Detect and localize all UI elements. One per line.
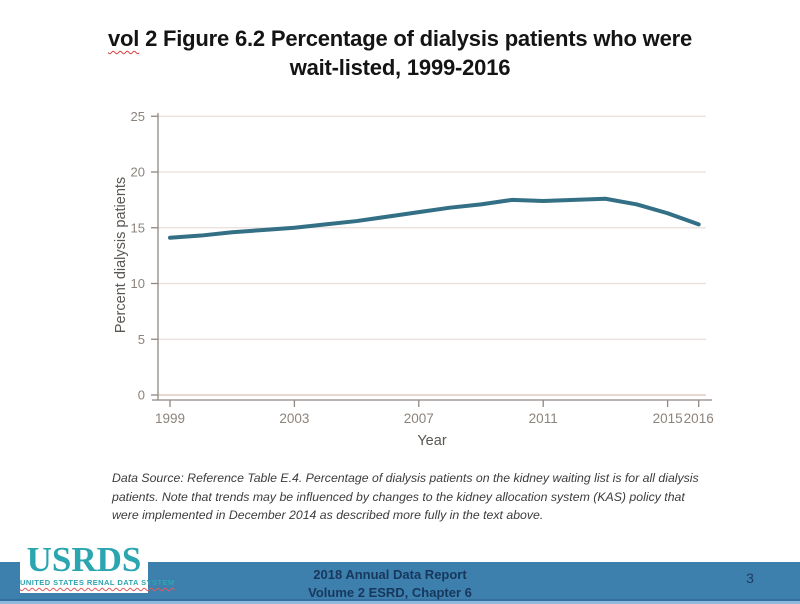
title-line1-rest: 2 Figure 6.2 Percentage of dialysis pati…	[139, 26, 693, 51]
svg-text:1999: 1999	[155, 411, 185, 426]
svg-text:2016: 2016	[684, 411, 714, 426]
svg-text:2011: 2011	[529, 411, 558, 426]
footer-text: 2018 Annual Data Report Volume 2 ESRD, C…	[0, 566, 780, 601]
svg-text:15: 15	[131, 220, 145, 235]
y-axis-title: Percent dialysis patients	[113, 176, 129, 334]
usrds-logo-word: USRDS	[26, 540, 142, 579]
usrds-logo: USRDS UNITED STATES RENAL DATA SYSTEM	[20, 540, 175, 593]
svg-text:2003: 2003	[279, 411, 309, 426]
x-axis-title: Year	[417, 433, 447, 449]
footnote-line: patients. Note that trends may be influe…	[112, 489, 685, 504]
page-number: 3	[746, 570, 754, 586]
page-title: vol 2 Figure 6.2 Percentage of dialysis …	[0, 24, 800, 82]
footnote: Data Source: Reference Table E.4. Percen…	[112, 469, 732, 525]
footer-band-light-edge	[0, 601, 800, 604]
waitlist-line-chart: 0 5 10 15 20 25 1999 2003 2007 2011 2015 2016	[0, 95, 800, 465]
footer-band-dark-edge	[0, 599, 800, 601]
footnote-line: Data Source: Reference Table E.4. Percen…	[112, 471, 699, 485]
svg-text:2015: 2015	[653, 411, 683, 426]
footer-report-title: 2018 Annual Data Report	[313, 567, 467, 582]
svg-text:25: 25	[131, 109, 145, 124]
svg-text:20: 20	[131, 165, 145, 180]
svg-text:5: 5	[138, 332, 145, 347]
footnote-line: were implemented in December 2014 as des…	[112, 508, 544, 522]
usrds-logo-subtitle: UNITED STATES RENAL DATA SYSTEM	[20, 578, 175, 587]
svg-text:10: 10	[131, 276, 145, 291]
title-misspelled-word: vol	[107, 26, 140, 51]
svg-text:2007: 2007	[404, 411, 434, 426]
chart-canvas: 0 5 10 15 20 25 1999 2003 2007 2011 2015 2016	[131, 109, 714, 426]
svg-text:0: 0	[138, 388, 145, 403]
page-title-line2: wait-listed, 1999-2016	[289, 55, 511, 80]
page-title-line1: vol 2 Figure 6.2 Percentage of dialysis …	[0, 24, 800, 53]
footer-volume-chapter: Volume 2 ESRD, Chapter 6	[308, 584, 472, 600]
